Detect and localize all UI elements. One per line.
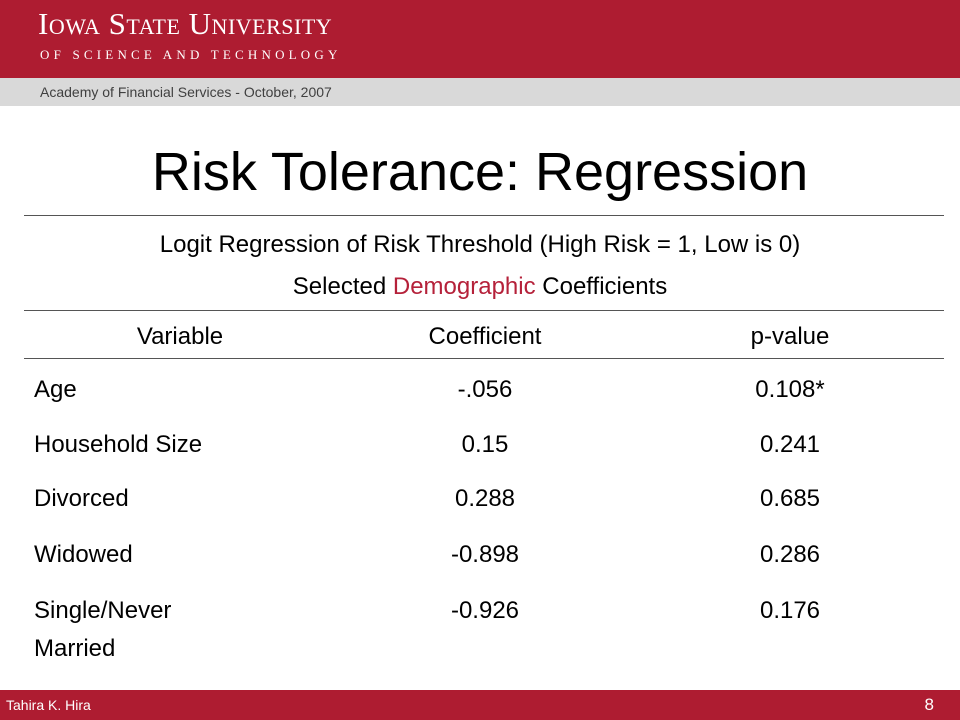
cell-pvalue: 0.685 xyxy=(759,485,821,512)
cell-coefficient: -0.926 xyxy=(450,597,520,624)
cell-coefficient: 0.288 xyxy=(454,485,516,512)
cell-coefficient: -0.898 xyxy=(450,541,520,568)
caption-suffix: Coefficients xyxy=(535,273,668,300)
university-subtitle: OF SCIENCE AND TECHNOLOGY xyxy=(40,47,342,62)
cell-variable: Household Size xyxy=(34,431,203,458)
header-pvalue: p-value xyxy=(750,323,830,350)
header-variable: Variable xyxy=(136,323,224,350)
event-label: Academy of Financial Services - October,… xyxy=(40,84,332,100)
cell-coefficient: -.056 xyxy=(457,376,513,403)
caption-rule xyxy=(24,310,944,311)
cell-variable: Single/Never xyxy=(34,597,172,624)
cell-pvalue: 0.241 xyxy=(759,431,821,458)
cell-variable: Widowed xyxy=(34,541,133,568)
university-banner: Iowa State University OF SCIENCE AND TEC… xyxy=(0,0,960,78)
slide-title: Risk Tolerance: Regression xyxy=(151,142,809,202)
cell-variable-line2: Married xyxy=(34,635,116,662)
cell-coefficient: 0.15 xyxy=(461,431,509,458)
page-number: 8 xyxy=(924,695,934,714)
cell-pvalue: 0.108* xyxy=(755,376,825,403)
university-name: Iowa State University xyxy=(38,6,333,41)
cell-variable: Divorced xyxy=(34,485,129,512)
header-coefficient: Coefficient xyxy=(428,323,542,350)
footer-author: Tahira K. Hira xyxy=(6,697,91,713)
event-bar: Academy of Financial Services - October,… xyxy=(0,78,960,106)
footer-bar: Tahira K. Hira 8 xyxy=(0,690,960,720)
header-rule xyxy=(24,358,944,359)
caption-accent-word: Demographic xyxy=(392,273,536,300)
table-caption-line1: Logit Regression of Risk Threshold (High… xyxy=(159,231,801,258)
cell-pvalue: 0.176 xyxy=(759,597,821,624)
cell-pvalue: 0.286 xyxy=(759,541,821,568)
table-top-rule xyxy=(24,215,944,216)
caption-prefix: Selected xyxy=(292,273,393,300)
table-caption-line2: Selected Demographic Coefficients xyxy=(0,273,960,301)
cell-variable: Age xyxy=(34,376,77,403)
